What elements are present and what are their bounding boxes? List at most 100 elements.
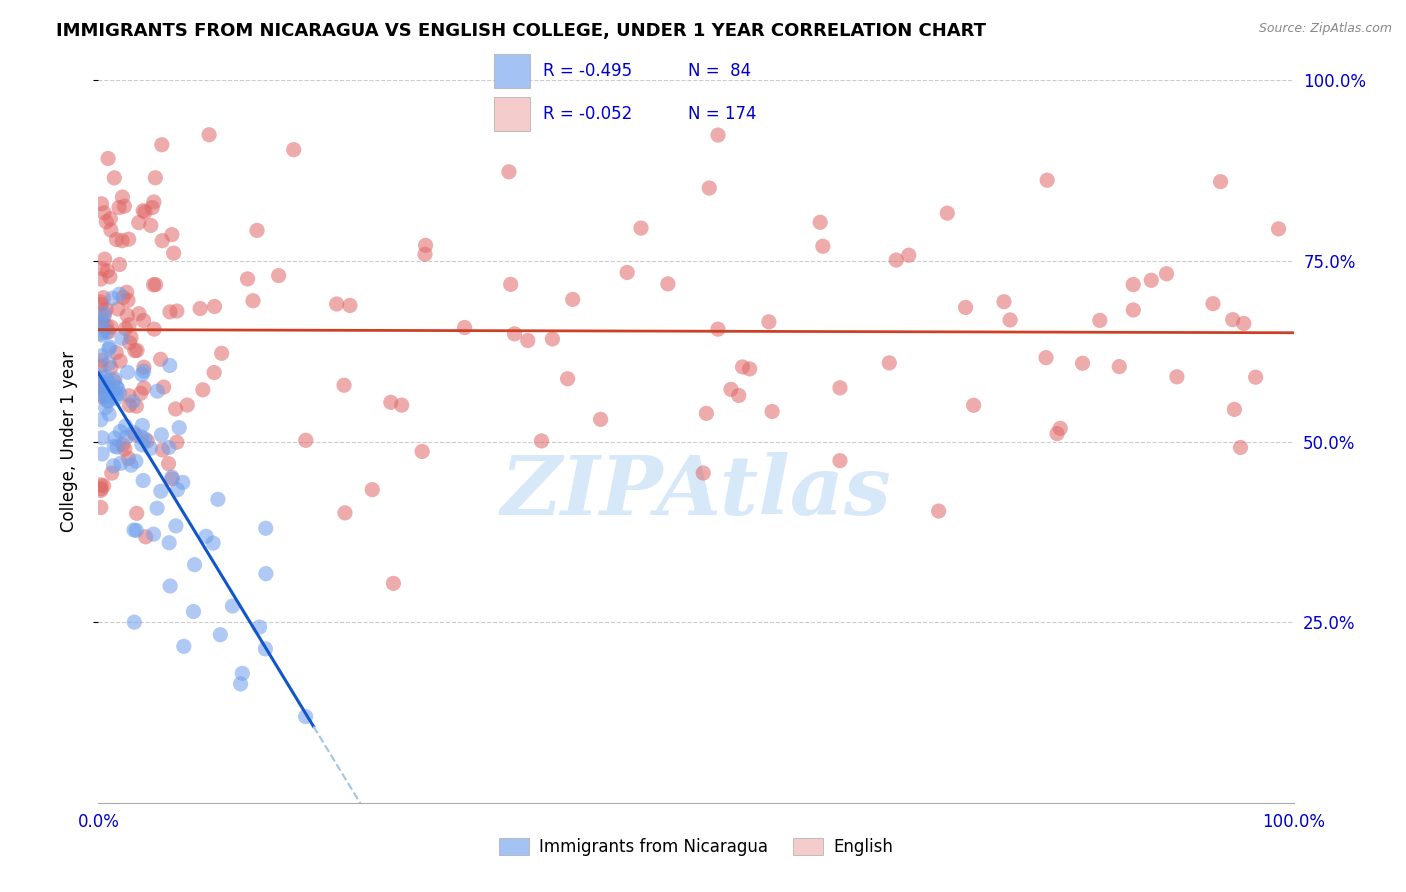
Point [112, 290, 135, 304]
Point [105, 379, 128, 393]
Point [1108, 359, 1130, 374]
Point [122, 425, 145, 440]
Point [159, 359, 181, 373]
Point [132, 203, 155, 218]
Point [100, 360, 122, 375]
Point [162, 246, 184, 260]
Point [108, 386, 131, 401]
Point [1223, 402, 1246, 417]
Point [339, 298, 361, 312]
Point [1071, 356, 1094, 370]
Y-axis label: College, Under 1 year: College, Under 1 year [59, 351, 77, 533]
Point [229, 677, 252, 691]
Point [93, 306, 115, 320]
Point [897, 248, 920, 262]
Point [325, 297, 347, 311]
Point [150, 427, 173, 442]
Point [530, 434, 553, 448]
Point [1166, 369, 1188, 384]
Point [135, 530, 157, 544]
Point [110, 456, 132, 470]
Point [993, 294, 1015, 309]
Point [150, 234, 173, 248]
Point [111, 438, 134, 452]
Point [149, 352, 172, 367]
Point [936, 206, 959, 220]
Point [333, 378, 356, 392]
Point [176, 398, 198, 412]
Point [731, 359, 754, 374]
Point [115, 430, 138, 444]
Point [499, 277, 522, 292]
Point [94, 302, 117, 317]
Point [124, 427, 146, 442]
Point [120, 458, 142, 473]
Point [125, 506, 148, 520]
Point [172, 475, 194, 490]
Point [1229, 441, 1251, 455]
Point [125, 454, 148, 468]
Point [90, 353, 112, 368]
Point [146, 501, 169, 516]
Point [361, 483, 384, 497]
Point [90, 197, 112, 211]
Point [998, 313, 1021, 327]
Point [96, 379, 118, 393]
Point [91, 383, 114, 397]
Point [695, 406, 717, 420]
Point [498, 165, 520, 179]
Point [254, 566, 277, 581]
Point [1049, 421, 1071, 435]
Point [884, 253, 907, 268]
Point [149, 484, 172, 499]
Point [157, 535, 180, 549]
Point [93, 309, 115, 323]
Point [114, 419, 136, 434]
Point [98, 356, 121, 370]
Point [117, 293, 139, 308]
Point [108, 258, 131, 272]
Point [727, 388, 749, 402]
Point [657, 277, 679, 291]
Point [132, 360, 155, 375]
Point [129, 386, 152, 401]
Point [97, 325, 120, 339]
Point [115, 308, 138, 322]
Point [112, 199, 135, 213]
Point [166, 304, 188, 318]
Point [157, 457, 180, 471]
Point [122, 523, 145, 537]
Point [94, 401, 117, 415]
Point [165, 402, 187, 417]
Point [115, 285, 138, 300]
Point [97, 393, 120, 408]
Point [453, 320, 475, 334]
Point [114, 321, 136, 335]
Text: ZIPAtlas: ZIPAtlas [501, 452, 891, 533]
Point [267, 268, 290, 283]
Point [195, 529, 218, 543]
Point [111, 190, 134, 204]
Point [1122, 277, 1144, 292]
Point [96, 215, 118, 229]
Point [142, 277, 165, 292]
Point [111, 331, 134, 345]
Point [411, 444, 433, 458]
Point [91, 431, 114, 445]
Point [254, 521, 277, 535]
Point [173, 640, 195, 654]
Point [90, 500, 112, 515]
Point [120, 330, 142, 344]
Point [132, 364, 155, 378]
Point [128, 216, 150, 230]
Point [242, 293, 264, 308]
Point [90, 482, 112, 496]
Point [254, 641, 277, 656]
Point [246, 223, 269, 237]
Point [93, 291, 115, 305]
Point [100, 223, 122, 237]
Point [145, 277, 167, 292]
Point [118, 398, 141, 412]
Point [159, 305, 181, 319]
Point [1122, 303, 1144, 318]
